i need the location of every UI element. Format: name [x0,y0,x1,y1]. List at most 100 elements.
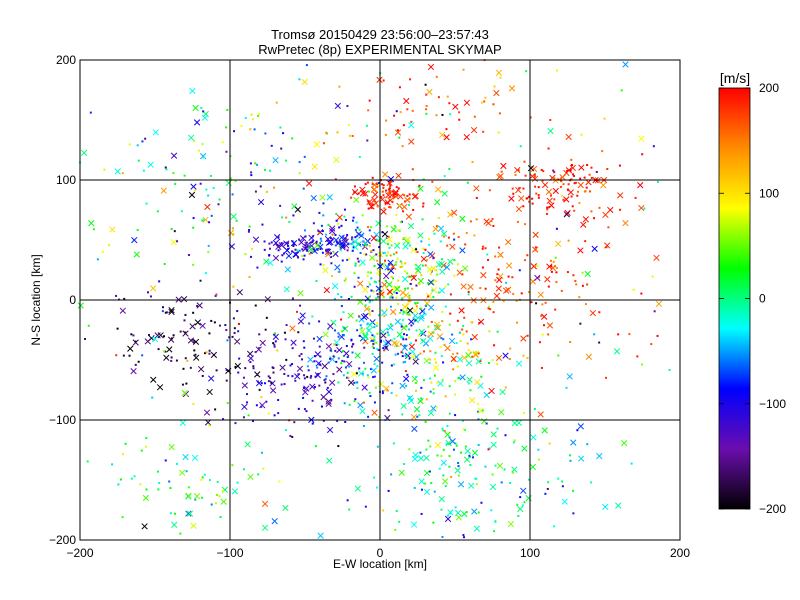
data-point [141,140,144,143]
data-point [489,308,492,311]
data-point [398,311,401,314]
data-point-x [289,325,296,332]
data-point [462,428,465,431]
data-point-x [430,405,437,412]
data-point-x [417,277,424,285]
data-point [256,266,259,269]
data-point [341,333,344,336]
data-point [163,350,166,353]
data-point [124,442,127,445]
data-point [341,359,344,362]
data-point [373,326,376,329]
data-point [632,288,635,291]
data-point [264,132,267,135]
data-point [371,183,374,186]
data-point [393,253,396,256]
data-point [411,168,414,171]
data-point [368,313,371,316]
data-point [269,376,272,379]
data-point [158,481,161,484]
data-point [157,348,160,351]
data-point [273,414,276,417]
data-point [494,520,497,523]
data-point [516,220,519,223]
data-point [521,504,524,507]
data-point [308,322,311,325]
data-point [434,351,437,354]
data-point [537,448,540,451]
data-point [302,187,305,190]
data-point [429,358,432,361]
data-point [156,210,159,213]
data-point [405,385,408,388]
data-point-x [247,355,254,362]
data-point [527,478,530,481]
data-point-x [234,362,241,370]
data-point-x [552,177,559,184]
data-point-x [372,191,379,198]
data-point [340,318,343,321]
data-point [412,208,415,211]
data-point [643,207,646,210]
data-point [389,206,392,209]
data-point [166,311,169,314]
data-point [465,511,468,514]
data-point [376,205,379,208]
data-point-x [602,503,609,510]
data-point-x [448,337,456,345]
data-point [382,184,385,187]
data-point-x [329,379,336,386]
data-point [285,324,288,327]
data-point [395,509,398,512]
data-point [598,311,601,314]
colorbar-tick-label: 100 [759,186,779,200]
data-point [286,242,289,245]
data-point [311,422,314,425]
data-point [550,265,553,268]
data-point [475,196,478,199]
data-point [346,499,349,502]
data-point [298,78,301,81]
data-point-x [411,425,418,432]
data-point [425,448,428,451]
data-point [492,103,495,106]
data-point-x [199,322,206,329]
data-point [451,353,454,356]
data-point [488,189,491,192]
data-point [424,482,427,485]
data-point [348,134,351,137]
data-point [373,375,376,378]
data-point-x [119,307,127,314]
data-point [415,329,418,332]
data-point [368,99,371,102]
data-point-x [457,481,465,488]
data-point-x [185,510,192,517]
data-point-x [463,99,471,106]
data-point [137,159,140,162]
data-point [280,147,283,150]
data-point-x [529,463,536,471]
data-point-x [150,376,157,383]
data-point [458,111,461,114]
data-point-x [508,85,516,92]
data-point-x [170,152,178,159]
data-point [291,435,294,438]
data-point [466,181,469,184]
data-point [526,357,529,360]
data-point [537,458,540,461]
colorbar-tick-label: −100 [759,397,786,411]
data-point [570,195,573,198]
data-point [432,521,435,524]
data-point-x [517,505,524,513]
data-point [337,332,340,335]
data-point [415,376,418,379]
data-point [656,334,659,337]
data-point-x [339,242,346,249]
data-point-x [428,279,436,286]
data-point [577,190,580,193]
data-point-x [353,196,360,204]
data-point [318,384,321,387]
data-point [382,194,385,197]
data-point-x [380,332,387,339]
data-point [503,468,506,471]
